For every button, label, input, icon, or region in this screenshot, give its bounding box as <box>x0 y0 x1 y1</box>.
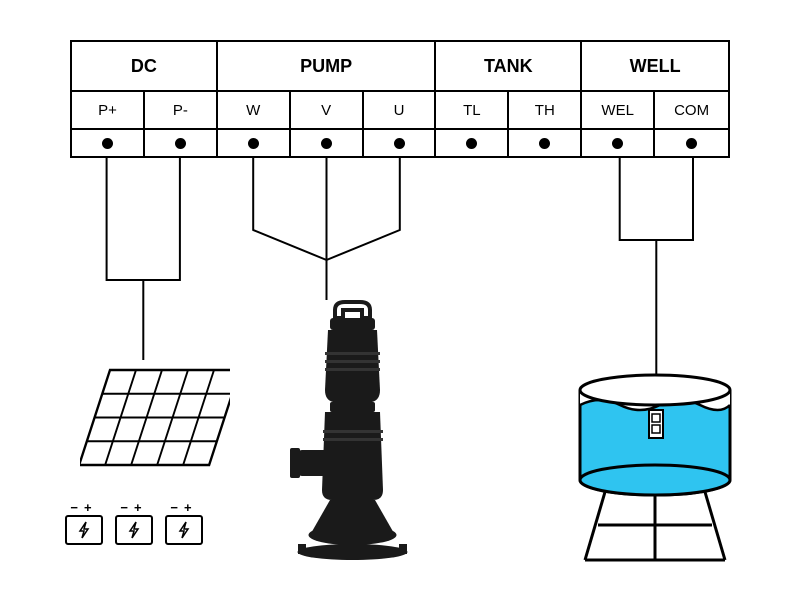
header-well: WELL <box>582 42 728 90</box>
dot-p-plus <box>72 130 145 156</box>
wire-pump-w <box>253 156 326 260</box>
label-p-minus: P- <box>145 92 218 128</box>
terminal-header-row: DC PUMP TANK WELL <box>72 42 728 90</box>
terminal-dot-row <box>72 128 728 156</box>
battery-2: −+ <box>113 500 155 545</box>
wire-well-com <box>656 156 693 240</box>
battery-bolt-icon <box>115 515 153 545</box>
terminal-label-row: P+ P- W V U TL TH WEL COM <box>72 90 728 128</box>
header-tank: TANK <box>436 42 582 90</box>
battery-1: −+ <box>63 500 105 545</box>
wire-dc-p-minus <box>143 156 180 280</box>
battery-bolt-icon <box>65 515 103 545</box>
label-w: W <box>218 92 291 128</box>
label-th: TH <box>509 92 582 128</box>
wire-dc-p-plus <box>107 156 144 360</box>
water-tank-icon <box>570 350 750 585</box>
label-p-plus: P+ <box>72 92 145 128</box>
dot-wel <box>582 130 655 156</box>
battery-3: −+ <box>163 500 205 545</box>
battery-bolt-icon <box>165 515 203 545</box>
wire-pump-u <box>327 156 400 260</box>
terminal-block: DC PUMP TANK WELL P+ P- W V U TL TH WEL … <box>70 40 730 158</box>
label-tl: TL <box>436 92 509 128</box>
label-wel: WEL <box>582 92 655 128</box>
dot-com <box>655 130 728 156</box>
label-v: V <box>291 92 364 128</box>
dot-tl <box>436 130 509 156</box>
header-dc: DC <box>72 42 218 90</box>
dot-v <box>291 130 364 156</box>
solar-panel-icon <box>80 360 230 495</box>
dot-u <box>364 130 437 156</box>
pump-icon <box>280 300 430 575</box>
dot-th <box>509 130 582 156</box>
batteries-row: −+ −+ −+ <box>63 500 205 545</box>
dot-p-minus <box>145 130 218 156</box>
label-com: COM <box>655 92 728 128</box>
label-u: U <box>364 92 437 128</box>
dot-w <box>218 130 291 156</box>
header-pump: PUMP <box>218 42 437 90</box>
